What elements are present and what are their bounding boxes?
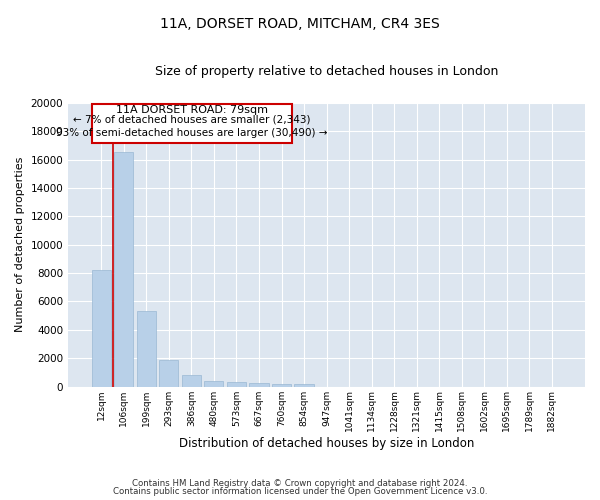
Bar xyxy=(159,360,178,386)
Text: 93% of semi-detached houses are larger (30,490) →: 93% of semi-detached houses are larger (… xyxy=(56,128,328,138)
Text: Contains HM Land Registry data © Crown copyright and database right 2024.: Contains HM Land Registry data © Crown c… xyxy=(132,478,468,488)
Bar xyxy=(272,384,291,386)
Text: Contains public sector information licensed under the Open Government Licence v3: Contains public sector information licen… xyxy=(113,487,487,496)
Bar xyxy=(92,270,111,386)
Bar xyxy=(295,384,314,386)
Text: 11A DORSET ROAD: 79sqm: 11A DORSET ROAD: 79sqm xyxy=(116,105,268,115)
X-axis label: Distribution of detached houses by size in London: Distribution of detached houses by size … xyxy=(179,437,474,450)
Y-axis label: Number of detached properties: Number of detached properties xyxy=(15,157,25,332)
FancyBboxPatch shape xyxy=(92,104,292,142)
Title: Size of property relative to detached houses in London: Size of property relative to detached ho… xyxy=(155,65,498,78)
Text: ← 7% of detached houses are smaller (2,343): ← 7% of detached houses are smaller (2,3… xyxy=(73,115,311,125)
Bar xyxy=(137,312,156,386)
Text: 11A, DORSET ROAD, MITCHAM, CR4 3ES: 11A, DORSET ROAD, MITCHAM, CR4 3ES xyxy=(160,18,440,32)
Bar xyxy=(205,381,223,386)
Bar xyxy=(250,383,269,386)
Bar xyxy=(227,382,246,386)
Bar xyxy=(114,152,133,386)
Bar xyxy=(182,376,201,386)
